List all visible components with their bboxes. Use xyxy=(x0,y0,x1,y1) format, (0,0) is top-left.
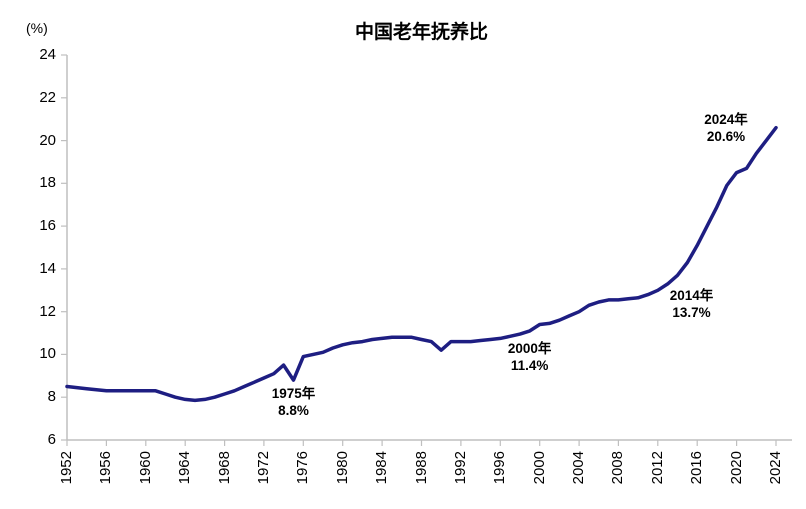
x-axis-tick-label: 1992 xyxy=(451,451,469,485)
y-axis-tick-label: 12 xyxy=(39,302,56,320)
data-point-annotation: 1975年 8.8% xyxy=(272,385,316,419)
x-axis-tick-label: 2000 xyxy=(530,451,548,485)
annotation-value: 13.7% xyxy=(672,305,711,321)
y-axis-tick-label: 6 xyxy=(47,431,56,448)
data-point-annotation: 2024年 20.6% xyxy=(704,111,748,145)
x-axis-tick-label: 1956 xyxy=(97,451,115,485)
y-axis-tick-label: 16 xyxy=(39,217,56,235)
annotation-year: 2000年 xyxy=(507,340,552,356)
x-axis-tick-label: 2004 xyxy=(570,451,588,485)
x-axis-tick-label: 2008 xyxy=(609,451,627,485)
x-axis-tick-label: 1976 xyxy=(294,451,312,485)
x-axis-tick-label: 1980 xyxy=(333,451,351,485)
x-axis-tick-label: 1968 xyxy=(215,451,233,485)
y-axis-tick-label: 22 xyxy=(39,88,56,106)
x-axis-tick-label: 1952 xyxy=(58,451,75,485)
chart-title: 中国老年抚养比 xyxy=(354,22,488,43)
y-axis-unit-label: (%) xyxy=(26,20,48,36)
x-axis-tick-label: 1984 xyxy=(373,451,391,485)
y-axis-tick-label: 24 xyxy=(39,46,56,63)
dependency-ratio-line xyxy=(65,125,778,403)
x-axis-tick-label: 1996 xyxy=(491,451,509,485)
x-axis-tick-label: 2024 xyxy=(767,451,784,485)
x-axis-tick-label: 1960 xyxy=(136,451,154,485)
x-axis-tick-label: 1964 xyxy=(176,451,194,485)
annotation-year: 2024年 xyxy=(704,111,748,127)
annotation-value: 8.8% xyxy=(278,403,309,419)
x-axis-tick-label: 1988 xyxy=(412,451,430,485)
x-axis-tick-label: 2020 xyxy=(727,451,745,485)
y-axis-tick-label: 8 xyxy=(47,388,56,406)
annotation-value: 11.4% xyxy=(510,357,549,373)
annotation-value: 20.6% xyxy=(706,128,746,144)
x-axis-tick-label: 2016 xyxy=(688,451,706,485)
data-point-annotation: 2014年 13.7% xyxy=(670,287,714,321)
x-axis-tick-label: 2012 xyxy=(648,451,666,485)
y-axis-tick-label: 10 xyxy=(39,345,56,363)
y-axis-tick-label: 14 xyxy=(39,259,56,277)
data-point-annotation: 2000年 11.4% xyxy=(508,340,552,374)
annotation-year: 1975年 xyxy=(271,386,316,402)
x-axis-tick-label: 1972 xyxy=(254,451,272,485)
y-axis-tick-label: 18 xyxy=(39,174,56,192)
y-axis-tick-label: 20 xyxy=(39,131,56,149)
annotation-year: 2014年 xyxy=(669,288,714,304)
